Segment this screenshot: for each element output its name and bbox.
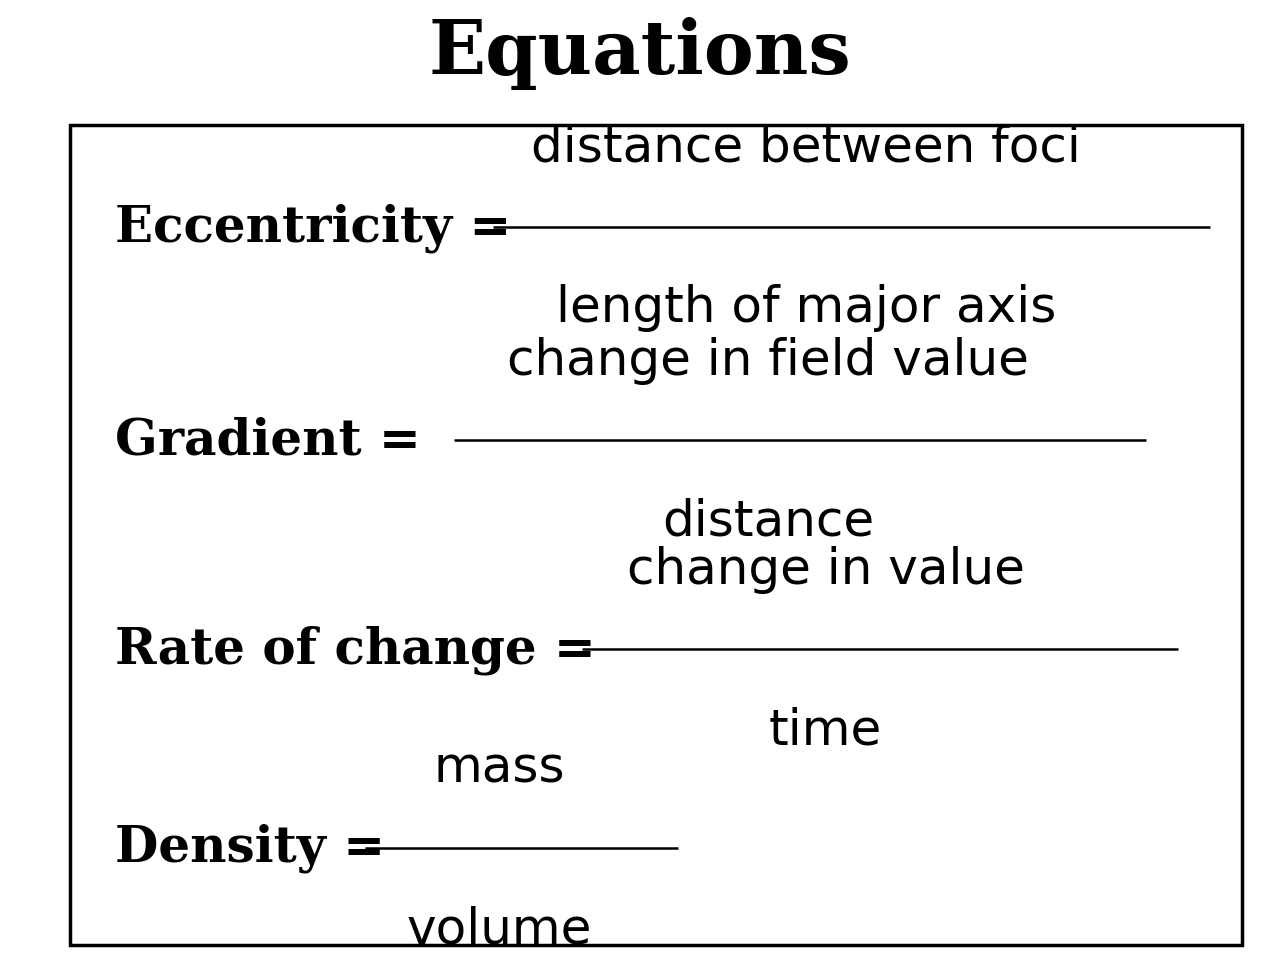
- Text: Equations: Equations: [429, 16, 851, 90]
- Bar: [70, 126, 1242, 945]
- Text: Density =: Density =: [115, 823, 385, 873]
- Text: change in field value: change in field value: [507, 337, 1029, 385]
- Text: distance between foci: distance between foci: [531, 124, 1082, 172]
- Text: change in value: change in value: [627, 546, 1024, 593]
- Text: Rate of change =: Rate of change =: [115, 624, 596, 674]
- Text: time: time: [769, 705, 882, 753]
- Text: distance: distance: [662, 497, 874, 545]
- Text: length of major axis: length of major axis: [557, 284, 1056, 331]
- Text: volume: volume: [407, 904, 591, 952]
- Text: Gradient =: Gradient =: [115, 417, 421, 465]
- Text: mass: mass: [434, 744, 564, 792]
- Text: Eccentricity =: Eccentricity =: [115, 203, 512, 253]
